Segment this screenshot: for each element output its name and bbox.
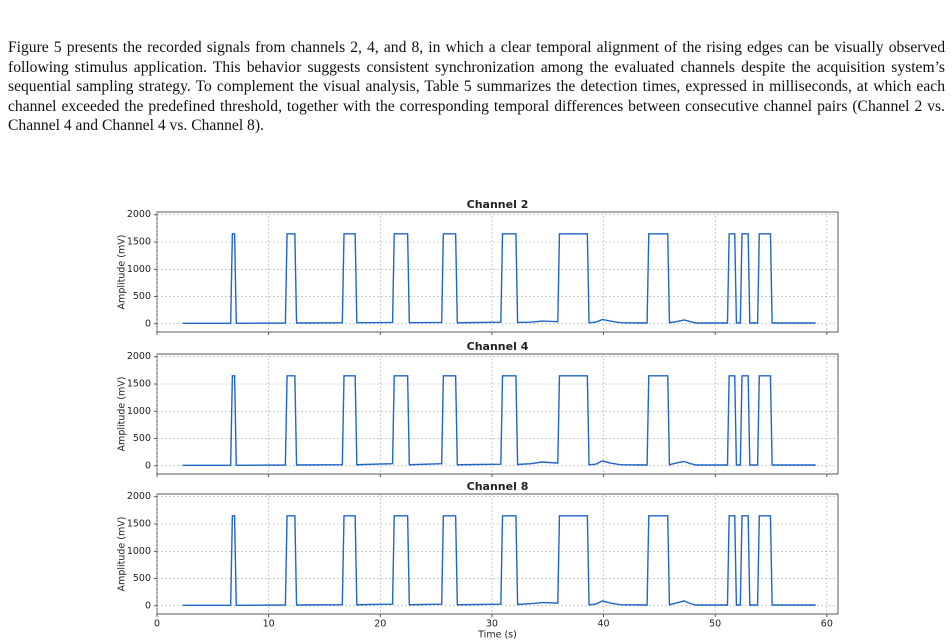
y-axis-label: Amplitude (mV) [117,377,128,452]
y-tick-label: 500 [133,433,151,444]
y-tick-label: 1500 [127,237,151,248]
x-tick-label: 40 [598,619,610,630]
x-tick-label: 50 [709,619,721,630]
y-tick-label: 1000 [127,546,151,557]
x-tick-label: 20 [374,619,386,630]
x-tick-label: 30 [486,619,498,630]
x-tick-label: 60 [821,619,833,630]
y-axis-label: Amplitude (mV) [117,517,128,592]
signal-line [182,233,816,324]
y-axis-label: Amplitude (mV) [117,235,128,310]
y-tick-label: 1000 [127,406,151,417]
x-axis-label: Time (s) [477,630,517,641]
chart-title: Channel 4 [467,340,529,353]
y-tick-label: 500 [133,291,151,302]
chart-title: Channel 8 [467,480,529,493]
y-tick-label: 1500 [127,519,151,530]
signal-line [182,515,816,606]
paragraph: Figure 5 presents the recorded signals f… [8,39,945,135]
chart-title: Channel 2 [467,198,529,211]
x-tick-label: 0 [154,619,160,630]
y-tick-label: 2000 [127,351,151,362]
signal-line [182,375,816,466]
y-tick-label: 2000 [127,209,151,220]
y-tick-label: 1500 [127,379,151,390]
y-tick-label: 0 [145,600,151,611]
y-tick-label: 500 [133,573,151,584]
y-tick-label: 0 [145,460,151,471]
y-tick-label: 0 [145,318,151,329]
y-tick-label: 2000 [127,491,151,502]
x-tick-label: 10 [263,619,275,630]
y-tick-label: 1000 [127,264,151,275]
